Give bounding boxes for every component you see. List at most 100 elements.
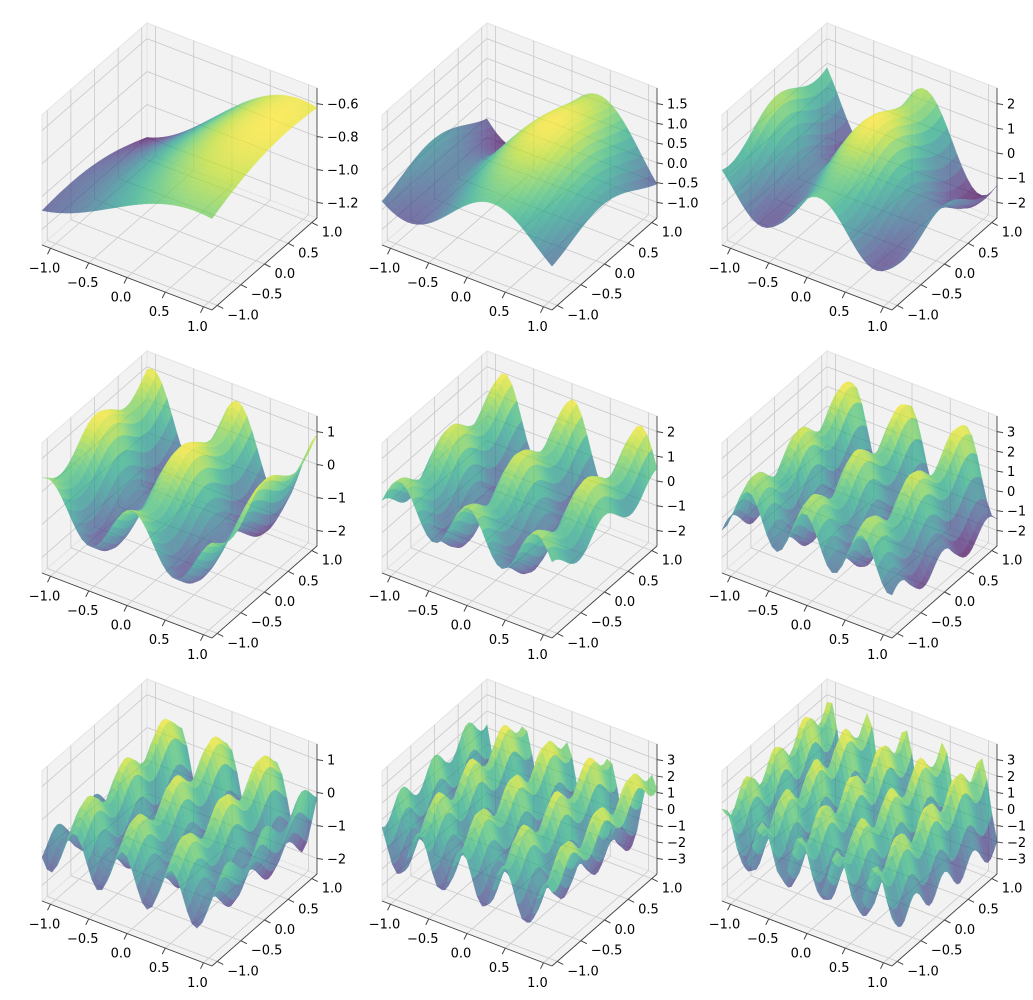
y-tick-mark	[991, 222, 998, 227]
z-tick-label: 2	[1007, 98, 1015, 113]
subplot-4: −1.0−0.50.00.51.0−1.0−0.50.00.51.0−2−101	[29, 349, 346, 663]
x-tick-label: −0.5	[747, 276, 779, 291]
z-tick-mark	[656, 142, 664, 145]
z-tick-mark	[996, 177, 1004, 180]
subplot-5: −1.0−0.50.00.51.0−1.0−0.50.00.51.0−2−101…	[369, 349, 686, 663]
grid-line	[203, 214, 309, 308]
z-tick-mark	[316, 496, 324, 499]
y-tick-mark	[217, 632, 224, 637]
y-tick-label: −1.0	[567, 308, 599, 323]
x-tick-mark	[47, 576, 51, 583]
y-tick-mark	[217, 304, 224, 309]
y-tick-label: 0.5	[298, 246, 319, 261]
y-tick-label: −0.5	[591, 288, 623, 303]
y-tick-label: −0.5	[251, 288, 283, 303]
y-tick-label: 1.0	[322, 554, 343, 569]
z-tick-label: 1	[1007, 122, 1015, 137]
x-tick-label: 0.0	[791, 291, 812, 306]
grid-line	[164, 199, 271, 293]
z-tick-mark	[316, 529, 324, 532]
subplot-2: −1.0−0.50.00.51.0−1.0−0.50.00.51.0−1.0−0…	[369, 21, 699, 335]
z-tick-mark	[996, 103, 1004, 106]
z-tick-label: 1.0	[667, 117, 688, 132]
x-tick-mark	[841, 291, 846, 299]
x-tick-mark	[161, 291, 166, 299]
y-tick-label: 0.5	[298, 574, 319, 589]
x-tick-mark	[880, 306, 884, 313]
y-tick-mark	[287, 242, 295, 247]
y-tick-mark	[311, 222, 318, 227]
z-tick-label: −1	[1007, 172, 1026, 187]
z-tick-label: 0	[1007, 147, 1015, 162]
x-tick-label: 0.5	[149, 633, 170, 648]
x-tick-mark	[85, 590, 90, 598]
x-tick-label: −0.5	[407, 276, 439, 291]
y-tick-label: −1.0	[907, 308, 939, 323]
x-tick-mark	[123, 277, 128, 284]
y-tick-mark	[240, 612, 248, 617]
x-tick-mark	[803, 277, 808, 284]
x-tick-mark	[200, 306, 204, 313]
z-tick-mark	[656, 182, 664, 185]
z-tick-label: 0	[327, 459, 335, 474]
y-tick-label: −1.0	[227, 308, 259, 323]
y-tick-mark	[627, 242, 635, 247]
x-tick-mark	[47, 248, 51, 255]
y-tick-label: 0.0	[275, 267, 296, 282]
y-tick-label: −0.5	[251, 616, 283, 631]
y-tick-label: 0.0	[275, 595, 296, 610]
y-tick-label: 1.0	[662, 226, 683, 241]
grid-line	[41, 71, 148, 164]
y-tick-mark	[651, 222, 658, 227]
y-tick-label: 0.5	[638, 246, 659, 261]
y-tick-label: −1.0	[227, 636, 259, 651]
z-tick-label: −0.5	[667, 177, 699, 192]
x-tick-mark	[387, 248, 391, 255]
grid-line	[41, 38, 148, 131]
x-tick-label: −1.0	[709, 261, 741, 276]
x-tick-label: 0.5	[489, 305, 510, 320]
y-tick-mark	[287, 570, 295, 575]
z-tick-mark	[316, 201, 324, 204]
z-tick-mark	[656, 201, 664, 204]
y-tick-label: −0.5	[931, 288, 963, 303]
x-tick-mark	[200, 634, 204, 641]
x-tick-label: 0.0	[451, 291, 472, 306]
x-tick-label: 1.0	[187, 320, 208, 335]
x-tick-mark	[85, 262, 90, 270]
z-tick-label: −0.8	[327, 131, 359, 146]
x-tick-label: 1.0	[527, 320, 548, 335]
y-tick-mark	[944, 263, 951, 268]
x-tick-label: −0.5	[67, 604, 99, 619]
z-tick-mark	[656, 162, 664, 165]
z-tick-mark	[316, 464, 324, 467]
y-tick-label: 1.0	[322, 226, 343, 241]
z-tick-label: −2	[327, 524, 346, 539]
x-tick-label: −1.0	[29, 261, 61, 276]
z-tick-mark	[656, 103, 664, 106]
z-tick-mark	[996, 152, 1004, 155]
x-tick-mark	[727, 248, 731, 255]
z-tick-mark	[316, 103, 324, 106]
z-tick-label: −1	[327, 491, 346, 506]
z-tick-label: −1.0	[667, 196, 699, 211]
x-tick-label: 1.0	[187, 648, 208, 663]
x-tick-label: 0.5	[829, 305, 850, 320]
x-tick-label: −1.0	[29, 589, 61, 604]
y-tick-mark	[264, 263, 271, 268]
z-tick-label: −0.6	[327, 98, 359, 113]
grid-line	[41, 104, 148, 197]
x-tick-mark	[123, 605, 128, 612]
z-tick-mark	[316, 431, 324, 434]
grid-line	[146, 38, 318, 104]
x-tick-mark	[501, 291, 506, 299]
x-tick-label: 0.0	[111, 619, 132, 634]
x-tick-label: −1.0	[369, 261, 401, 276]
y-tick-label: 1.0	[1002, 226, 1023, 241]
z-tick-label: 0.5	[667, 137, 688, 152]
z-tick-mark	[316, 136, 324, 139]
x-tick-label: 1.0	[867, 320, 888, 335]
z-tick-label: 1.5	[667, 98, 688, 113]
y-tick-mark	[604, 263, 611, 268]
